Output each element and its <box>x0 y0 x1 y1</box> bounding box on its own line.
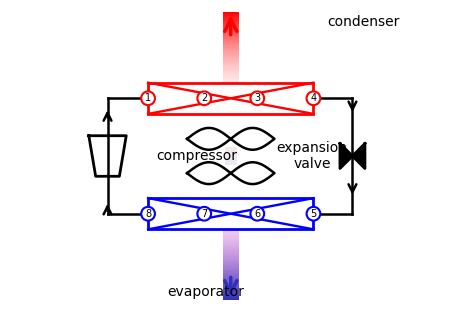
Text: 8: 8 <box>145 209 151 219</box>
Text: 1: 1 <box>145 93 151 103</box>
Text: expansion
valve: expansion valve <box>276 141 347 171</box>
Text: 7: 7 <box>201 209 207 219</box>
Circle shape <box>250 207 264 221</box>
Bar <box>148 83 313 114</box>
Polygon shape <box>340 144 353 168</box>
Text: evaporator: evaporator <box>167 285 244 299</box>
Text: 6: 6 <box>254 209 260 219</box>
Bar <box>148 198 313 229</box>
Circle shape <box>141 91 155 105</box>
Text: 2: 2 <box>201 93 207 103</box>
Circle shape <box>197 207 211 221</box>
Polygon shape <box>353 144 365 168</box>
Circle shape <box>307 207 320 221</box>
Circle shape <box>307 91 320 105</box>
Text: 5: 5 <box>310 209 317 219</box>
Text: compressor: compressor <box>156 149 237 163</box>
Circle shape <box>197 91 211 105</box>
Text: condenser: condenser <box>328 15 400 29</box>
Circle shape <box>141 207 155 221</box>
Circle shape <box>250 91 264 105</box>
Text: 4: 4 <box>310 93 317 103</box>
Text: 3: 3 <box>254 93 260 103</box>
